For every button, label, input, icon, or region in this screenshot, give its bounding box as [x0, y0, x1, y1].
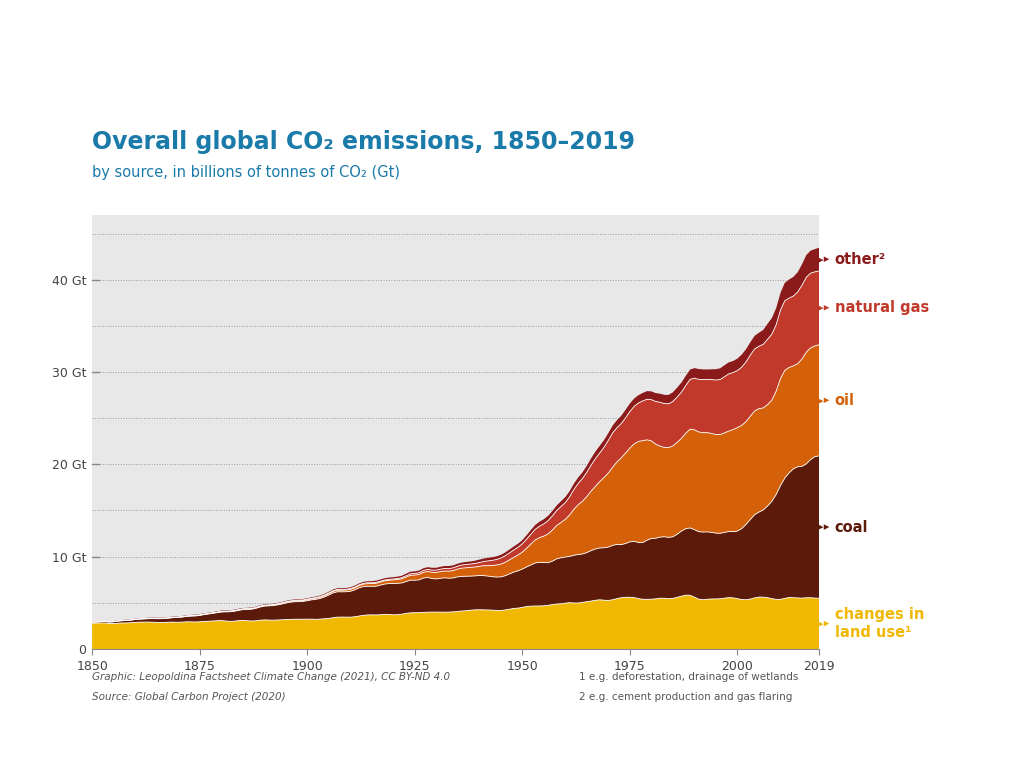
- Text: natural gas: natural gas: [835, 300, 929, 316]
- Text: 1 e.g. deforestation, drainage of wetlands: 1 e.g. deforestation, drainage of wetlan…: [579, 672, 798, 682]
- Text: Version 1.1, October 2021: Version 1.1, October 2021: [819, 746, 974, 759]
- Text: ▶: ▶: [815, 303, 823, 313]
- Text: 2 e.g. cement production and gas flaring: 2 e.g. cement production and gas flaring: [579, 693, 792, 703]
- Text: other²: other²: [835, 252, 886, 266]
- Text: ▶: ▶: [815, 522, 823, 532]
- Text: ▶: ▶: [815, 254, 823, 264]
- Text: oil: oil: [835, 392, 855, 408]
- Text: Source: Global Carbon Project (2020): Source: Global Carbon Project (2020): [92, 693, 286, 703]
- Text: Leopoldina factsheet climate change: causes, consequences and possible actions: Leopoldina factsheet climate change: cau…: [20, 746, 503, 759]
- Text: Overall global CO₂ emissions, 1850–2019: Overall global CO₂ emissions, 1850–2019: [92, 130, 635, 154]
- Text: by source, in billions of tonnes of CO₂ (Gt): by source, in billions of tonnes of CO₂ …: [92, 165, 400, 180]
- Text: coal: coal: [835, 520, 868, 535]
- Text: changes in
land use¹: changes in land use¹: [835, 607, 924, 641]
- Text: ▶: ▶: [815, 396, 823, 406]
- Text: ▶: ▶: [815, 618, 823, 628]
- Text: Graphic: Leopoldina Factsheet Climate Change (2021), CC BY-ND 4.0: Graphic: Leopoldina Factsheet Climate Ch…: [92, 672, 451, 682]
